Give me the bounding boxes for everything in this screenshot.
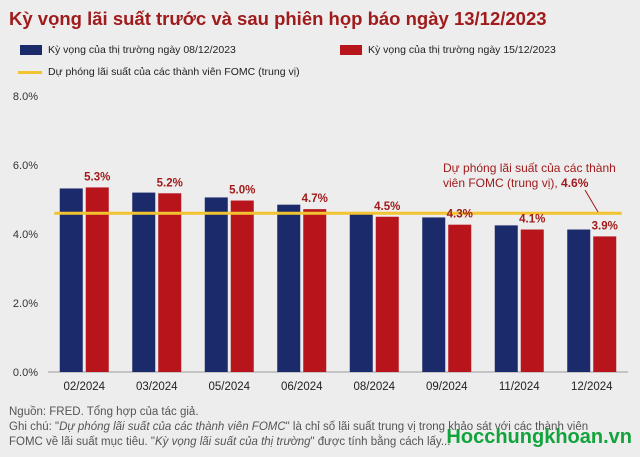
bar-series-2 bbox=[375, 216, 399, 372]
bar-series-1 bbox=[132, 192, 156, 372]
footnote-2a: Ghi chú: " bbox=[9, 421, 60, 433]
data-label: 5.2% bbox=[157, 177, 183, 189]
footnotes: Nguồn: FRED. Tổng hợp của tác giả. Ghi c… bbox=[9, 405, 634, 450]
data-label: 5.0% bbox=[229, 185, 255, 197]
source-note: Nguồn: FRED. Tổng hợp của tác giả. bbox=[9, 406, 199, 418]
bar-series-1 bbox=[567, 229, 591, 372]
data-label: 3.9% bbox=[592, 220, 618, 232]
data-label: 5.3% bbox=[84, 171, 110, 183]
bar-series-2 bbox=[85, 187, 109, 372]
footnote-2b: " là chỉ số lãi suất trung vị trong khảo… bbox=[285, 421, 589, 433]
y-tick-label: 0.0% bbox=[13, 367, 38, 379]
bar-series-1 bbox=[422, 217, 446, 372]
bar-series-2 bbox=[230, 200, 254, 372]
bar-series-1 bbox=[59, 188, 83, 372]
bar-series-2 bbox=[158, 193, 182, 372]
y-tick-label: 8.0% bbox=[13, 91, 38, 103]
bar-series-2 bbox=[520, 229, 544, 372]
bar-series-2 bbox=[593, 236, 617, 372]
bar-chart: 0.0% 2.0% 4.0% 6.0% 8.0% 5.3% 5.2% 5.0% 4.7% 4.5… bbox=[13, 91, 628, 393]
annotation-leader bbox=[584, 189, 599, 213]
y-tick-label: 6.0% bbox=[13, 160, 38, 172]
annotation-line-2-text: viên FOMC (trung vị), bbox=[443, 176, 561, 190]
y-tick-label: 2.0% bbox=[13, 298, 38, 310]
x-tick-label: 09/2024 bbox=[426, 381, 468, 393]
x-tick-label: 03/2024 bbox=[136, 381, 178, 393]
x-tick-label: 06/2024 bbox=[281, 381, 323, 393]
x-tick-label: 05/2024 bbox=[208, 381, 250, 393]
data-labels: 5.3% 5.2% 5.0% 4.7% 4.5% 4.3% 4.1% 3.9% bbox=[84, 171, 618, 232]
legend-swatch-navy bbox=[20, 45, 42, 55]
footnote-line-3: FOMC về lãi suất mục tiêu. "Kỳ vọng lãi … bbox=[9, 435, 634, 450]
legend-label-2: Kỳ vọng của thị trường ngày 15/12/2023 bbox=[368, 44, 556, 56]
x-tick-label: 08/2024 bbox=[353, 381, 395, 393]
data-label: 4.7% bbox=[302, 193, 328, 205]
bar-series-1 bbox=[277, 204, 301, 372]
footnote-3-em: Kỳ vọng lãi suất của thị trường bbox=[154, 436, 311, 448]
bars bbox=[59, 187, 617, 372]
x-tick-label: 12/2024 bbox=[571, 381, 613, 393]
x-tick-label: 02/2024 bbox=[63, 381, 105, 393]
bar-series-2 bbox=[303, 209, 327, 372]
data-label: 4.3% bbox=[447, 209, 473, 221]
footnote-line-2: Ghi chú: "Dự phóng lãi suất của các thàn… bbox=[9, 420, 634, 435]
legend-swatch-red bbox=[340, 45, 362, 55]
legend-label-line: Dự phóng lãi suất của các thành viên FOM… bbox=[48, 66, 300, 78]
legend-series-1: Kỳ vọng của thị trường ngày 08/12/2023 bbox=[20, 44, 236, 56]
watermark-logo: Hocchungkhoan.vn bbox=[446, 426, 632, 448]
footnote-3b: " được tính bằng cách lấy... bbox=[310, 436, 451, 448]
legend-label-1: Kỳ vọng của thị trường ngày 08/12/2023 bbox=[48, 44, 236, 56]
x-axis: 02/2024 03/2024 05/2024 06/2024 08/2024 09/20… bbox=[63, 381, 613, 393]
annotation-line-1: Dự phóng lãi suất của các thành bbox=[443, 161, 616, 175]
footnote-2-em: Dự phóng lãi suất của các thành viên FOM… bbox=[59, 421, 286, 433]
data-label: 4.5% bbox=[374, 201, 400, 213]
legend-swatch-yellow-line bbox=[18, 70, 42, 74]
bar-series-2 bbox=[448, 224, 472, 372]
annotation-line-2: viên FOMC (trung vị), 4.6% bbox=[443, 176, 589, 190]
y-tick-label: 4.0% bbox=[13, 229, 38, 241]
bar-series-1 bbox=[494, 225, 518, 372]
chart-title: Kỳ vọng lãi suất trước và sau phiên họp … bbox=[9, 8, 547, 29]
legend-series-2: Kỳ vọng của thị trường ngày 15/12/2023 bbox=[340, 44, 556, 56]
bar-series-1 bbox=[204, 197, 228, 372]
annotation-value: 4.6% bbox=[561, 176, 589, 190]
legend-line: Dự phóng lãi suất của các thành viên FOM… bbox=[18, 66, 300, 78]
x-tick-label: 11/2024 bbox=[499, 381, 540, 393]
footnote-3a: FOMC về lãi suất mục tiêu. " bbox=[9, 436, 155, 448]
data-label: 4.1% bbox=[519, 214, 545, 226]
bar-series-1 bbox=[349, 213, 373, 372]
